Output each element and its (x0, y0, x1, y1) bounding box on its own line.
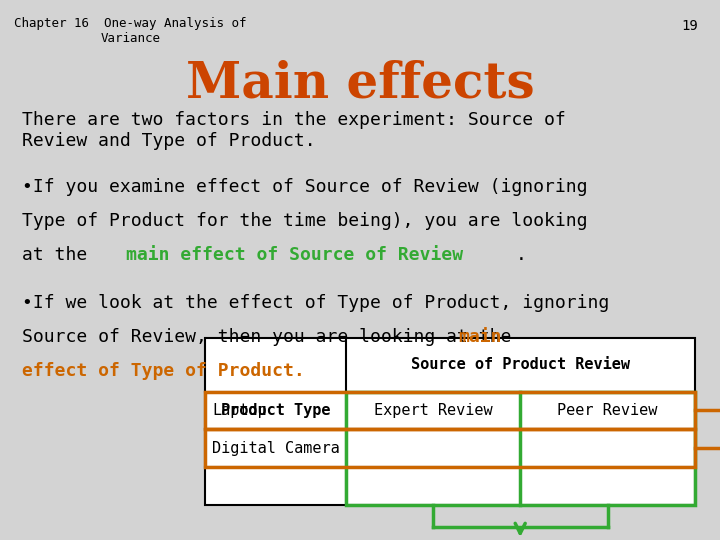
Text: at the: at the (22, 246, 98, 264)
Text: Expert Review: Expert Review (374, 403, 492, 418)
Text: main: main (459, 328, 502, 346)
Bar (205, 392, 695, 429)
Text: Source of Product Review: Source of Product Review (410, 357, 630, 372)
Bar (205, 338, 695, 505)
Text: .: . (516, 246, 526, 264)
Text: Chapter 16  One-way Analysis of
Variance: Chapter 16 One-way Analysis of Variance (14, 17, 247, 45)
Bar (205, 338, 695, 505)
Text: Product Type: Product Type (220, 403, 330, 418)
Text: Type of Product for the time being), you are looking: Type of Product for the time being), you… (22, 212, 587, 230)
Text: •If we look at the effect of Type of Product, ignoring: •If we look at the effect of Type of Pro… (22, 294, 609, 312)
Bar (205, 429, 695, 467)
Text: Source of Review, then you are looking at the: Source of Review, then you are looking a… (22, 328, 522, 346)
Bar (346, 392, 695, 505)
Text: 19: 19 (682, 19, 698, 33)
Text: Main effects: Main effects (186, 59, 534, 109)
Text: Peer Review: Peer Review (557, 403, 657, 418)
Text: effect of Type of Product.: effect of Type of Product. (22, 362, 305, 380)
Text: •If you examine effect of Source of Review (ignoring: •If you examine effect of Source of Revi… (22, 178, 587, 196)
Text: main effect of Source of Review: main effect of Source of Review (126, 246, 463, 264)
Text: Digital Camera: Digital Camera (212, 441, 340, 456)
Text: Laptop: Laptop (212, 403, 267, 418)
Text: There are two factors in the experiment: Source of
Review and Type of Product.: There are two factors in the experiment:… (22, 111, 565, 150)
